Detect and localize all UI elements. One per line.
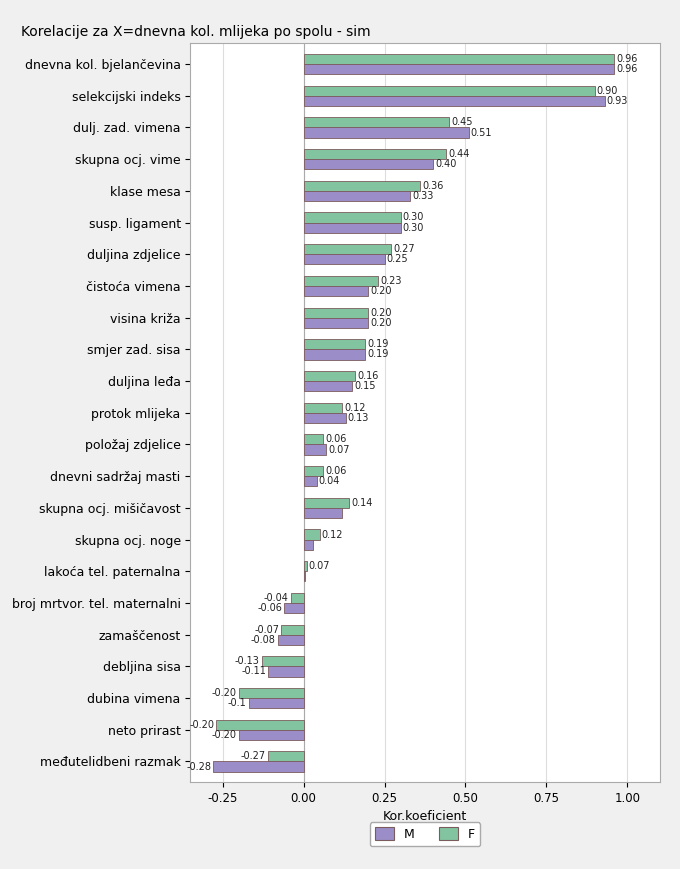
- Text: 0.25: 0.25: [386, 255, 408, 264]
- Text: 0.45: 0.45: [452, 117, 473, 128]
- Text: 0.20: 0.20: [371, 286, 392, 296]
- Text: -0.11: -0.11: [241, 667, 266, 676]
- Bar: [304, 96, 605, 106]
- Bar: [304, 349, 365, 360]
- Text: 0.07: 0.07: [309, 561, 330, 571]
- Text: 0.13: 0.13: [347, 413, 369, 423]
- Bar: [304, 286, 369, 296]
- Text: -0.28: -0.28: [186, 761, 211, 772]
- Text: 0.33: 0.33: [412, 191, 434, 201]
- Bar: [304, 222, 401, 233]
- Bar: [304, 318, 369, 328]
- X-axis label: Kor.koeficient: Kor.koeficient: [383, 811, 467, 824]
- Bar: [304, 561, 307, 571]
- Bar: [239, 688, 304, 698]
- Bar: [284, 603, 304, 614]
- Bar: [304, 275, 378, 286]
- Text: 0.40: 0.40: [435, 159, 456, 169]
- Bar: [304, 507, 343, 518]
- Text: -0.07: -0.07: [254, 625, 279, 634]
- Bar: [304, 381, 352, 391]
- Text: -0.04: -0.04: [264, 593, 289, 603]
- Bar: [216, 720, 304, 730]
- Bar: [213, 761, 304, 772]
- Text: 0.07: 0.07: [328, 445, 350, 454]
- Bar: [239, 730, 304, 740]
- Text: 0.90: 0.90: [597, 86, 618, 96]
- Text: 0.15: 0.15: [354, 381, 375, 391]
- Text: 0.30: 0.30: [403, 222, 424, 233]
- Bar: [304, 466, 323, 476]
- Bar: [304, 212, 401, 222]
- Text: 0.19: 0.19: [367, 339, 388, 349]
- Text: 0.14: 0.14: [351, 498, 372, 507]
- Bar: [268, 752, 304, 761]
- Text: -0.20: -0.20: [212, 688, 237, 698]
- Text: 0.51: 0.51: [471, 128, 492, 137]
- Bar: [304, 308, 369, 318]
- Text: -0.27: -0.27: [241, 752, 266, 761]
- Bar: [304, 498, 349, 507]
- Text: -0.08: -0.08: [251, 634, 276, 645]
- Bar: [304, 117, 449, 128]
- Text: 0.27: 0.27: [393, 244, 415, 255]
- Bar: [304, 181, 420, 191]
- Text: 0.93: 0.93: [607, 96, 628, 106]
- Bar: [304, 571, 305, 581]
- Text: 0.16: 0.16: [358, 371, 379, 381]
- Bar: [277, 634, 304, 645]
- Bar: [304, 529, 320, 540]
- Text: 0.06: 0.06: [325, 434, 346, 444]
- Bar: [262, 656, 304, 667]
- Text: 0.20: 0.20: [371, 318, 392, 328]
- Bar: [304, 434, 323, 444]
- Bar: [304, 371, 356, 381]
- Bar: [304, 128, 469, 137]
- Text: 0.36: 0.36: [422, 181, 443, 191]
- Text: 0.04: 0.04: [318, 476, 340, 487]
- Bar: [304, 149, 446, 159]
- Text: 0.20: 0.20: [371, 308, 392, 317]
- Text: -0.20: -0.20: [212, 730, 237, 740]
- Bar: [304, 339, 365, 349]
- Legend: M, F: M, F: [370, 822, 480, 846]
- Text: 0.23: 0.23: [380, 275, 401, 286]
- Text: -0.20: -0.20: [189, 720, 214, 730]
- Text: 0.12: 0.12: [345, 402, 366, 413]
- Bar: [304, 244, 391, 255]
- Bar: [304, 159, 433, 169]
- Bar: [291, 593, 304, 603]
- Bar: [304, 444, 326, 454]
- Bar: [304, 54, 614, 64]
- Bar: [304, 86, 595, 96]
- Text: -0.13: -0.13: [235, 656, 260, 667]
- Bar: [281, 625, 304, 634]
- Text: 0.19: 0.19: [367, 349, 388, 360]
- Text: 0.06: 0.06: [325, 466, 346, 476]
- Text: 0.44: 0.44: [448, 149, 469, 159]
- Bar: [304, 191, 411, 201]
- Bar: [304, 64, 614, 74]
- Bar: [249, 698, 304, 708]
- Text: 0.30: 0.30: [403, 213, 424, 222]
- Text: 0.12: 0.12: [322, 529, 343, 540]
- Bar: [304, 413, 345, 423]
- Bar: [304, 255, 385, 264]
- Text: -0.06: -0.06: [258, 603, 282, 613]
- Text: -0.1: -0.1: [228, 698, 247, 708]
- Text: Korelacije za X=dnevna kol. mlijeka po spolu - sim: Korelacije za X=dnevna kol. mlijeka po s…: [22, 25, 371, 39]
- Bar: [304, 540, 313, 550]
- Bar: [304, 476, 317, 487]
- Text: 0.96: 0.96: [616, 54, 638, 64]
- Bar: [304, 402, 343, 413]
- Bar: [268, 667, 304, 677]
- Text: 0.96: 0.96: [616, 64, 638, 74]
